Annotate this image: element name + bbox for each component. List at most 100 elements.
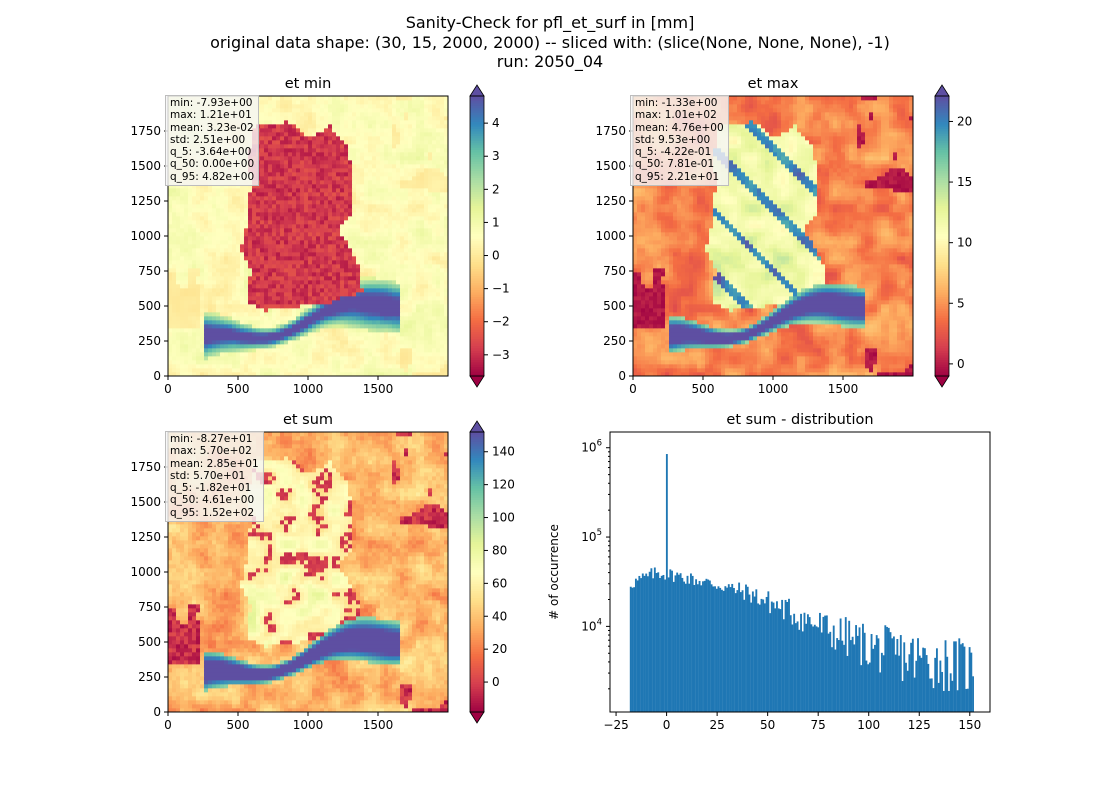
histogram-bar xyxy=(867,664,869,712)
y-tick-label: 1750 xyxy=(130,460,161,474)
histogram-bar xyxy=(718,586,720,712)
histogram-bar xyxy=(926,655,928,712)
histogram-bar xyxy=(905,663,907,712)
histogram-bar xyxy=(709,581,711,712)
y-tick-label: 500 xyxy=(138,299,161,313)
colorbar-tick-label: 0 xyxy=(492,249,500,263)
histogram-bar xyxy=(907,671,909,712)
histogram-bar xyxy=(785,600,787,712)
histogram-bar xyxy=(712,586,714,712)
histogram-bar xyxy=(662,575,664,712)
histogram-bar xyxy=(810,624,812,712)
histogram-bar xyxy=(754,597,756,712)
histogram-bar xyxy=(761,599,763,712)
histogram-bar xyxy=(817,627,819,712)
histogram-bar xyxy=(884,625,886,712)
x-tick-label: 0 xyxy=(164,718,172,732)
histogram-bar xyxy=(850,640,852,712)
histogram-bar xyxy=(848,621,850,712)
stats-box-et-max: min: -1.33e+00 max: 1.01e+02 mean: 4.76e… xyxy=(630,95,729,186)
x-tick-label: 1000 xyxy=(758,382,789,396)
histogram-bar xyxy=(921,658,923,712)
colorbar-tick-label: 10 xyxy=(957,236,972,250)
y-tick-label: 1500 xyxy=(595,159,626,173)
colorbar-extend-min xyxy=(935,376,949,387)
histogram-bar xyxy=(802,631,804,712)
histogram-bar xyxy=(723,591,725,712)
histogram-bar xyxy=(767,591,769,712)
y-tick-label: 1000 xyxy=(595,229,626,243)
histogram-bar xyxy=(728,584,730,712)
y-tick-label: 1000 xyxy=(130,229,161,243)
x-tick-label: 1000 xyxy=(293,718,324,732)
histogram-bar xyxy=(955,641,957,712)
histogram-bar xyxy=(800,614,802,712)
panel-title: et max xyxy=(748,76,799,92)
y-tick-label: 1500 xyxy=(130,159,161,173)
histogram-bar xyxy=(695,579,697,712)
colorbar-tick-label: 2 xyxy=(492,182,500,196)
y-tick-label: 500 xyxy=(603,299,626,313)
x-tick-label: 1000 xyxy=(293,382,324,396)
x-tick-label: −25 xyxy=(603,718,628,732)
histogram-bar xyxy=(847,656,849,712)
colorbar-tick-label: 4 xyxy=(492,116,500,130)
y-tick-label: 250 xyxy=(138,334,161,348)
histogram-bar xyxy=(705,579,707,712)
histogram-bar xyxy=(757,603,759,712)
histogram-bar xyxy=(852,637,854,712)
histogram-bar xyxy=(967,689,969,712)
y-tick-label: 105 xyxy=(581,528,602,544)
histogram-bar xyxy=(642,573,644,712)
histogram-bar xyxy=(946,657,948,712)
y-tick-label: 1250 xyxy=(130,194,161,208)
colorbar-tick-label: 100 xyxy=(492,511,515,525)
histogram-bar xyxy=(721,590,723,712)
y-axis-label: # of occurrence xyxy=(547,524,561,620)
histogram-bar xyxy=(711,584,713,712)
histogram-bar xyxy=(915,661,917,712)
histogram-bar xyxy=(826,615,828,712)
histogram-bar xyxy=(797,621,799,712)
histogram-bar xyxy=(927,664,929,712)
histogram-bar xyxy=(936,648,938,712)
histogram-bar xyxy=(783,619,785,712)
histogram-bar xyxy=(707,580,709,712)
histogram-bar xyxy=(657,572,659,712)
colorbar-tick-label: 0 xyxy=(957,357,965,371)
colorbar-tick-label: 15 xyxy=(957,175,972,189)
y-tick-label: 1500 xyxy=(130,495,161,509)
histogram-bar xyxy=(738,583,740,712)
histogram-bar xyxy=(736,590,738,712)
histogram-bar xyxy=(895,655,897,712)
histogram-bar xyxy=(635,579,637,712)
histogram-bar xyxy=(630,587,632,712)
histogram-bar xyxy=(769,613,771,712)
histogram-bar xyxy=(859,627,861,712)
histogram-bar xyxy=(933,688,935,712)
colorbar-extend-min xyxy=(470,712,484,723)
histogram-bar xyxy=(888,628,890,712)
histogram-bar xyxy=(661,576,663,712)
histogram-bar xyxy=(865,661,867,712)
histogram-bar xyxy=(764,603,766,712)
y-tick-label: 1750 xyxy=(130,124,161,138)
x-tick-label: 125 xyxy=(908,718,931,732)
histogram-bar xyxy=(664,580,666,712)
histogram-bar xyxy=(693,585,695,712)
histogram-bar xyxy=(762,599,764,712)
histogram-bar xyxy=(647,576,649,712)
histogram-bar xyxy=(633,587,635,712)
y-tick-label: 0 xyxy=(153,369,161,383)
histogram-bar xyxy=(688,584,690,712)
histogram-bar xyxy=(890,632,892,712)
x-tick-label: 50 xyxy=(760,718,775,732)
histogram-bar xyxy=(809,617,811,712)
colorbar-tick-label: 120 xyxy=(492,478,515,492)
histogram-bar xyxy=(637,580,639,712)
histogram-bar xyxy=(879,672,881,712)
histogram-bar xyxy=(864,633,866,712)
colorbar-tick-label: 20 xyxy=(957,114,972,128)
panel-title: et sum - distribution xyxy=(726,412,873,428)
